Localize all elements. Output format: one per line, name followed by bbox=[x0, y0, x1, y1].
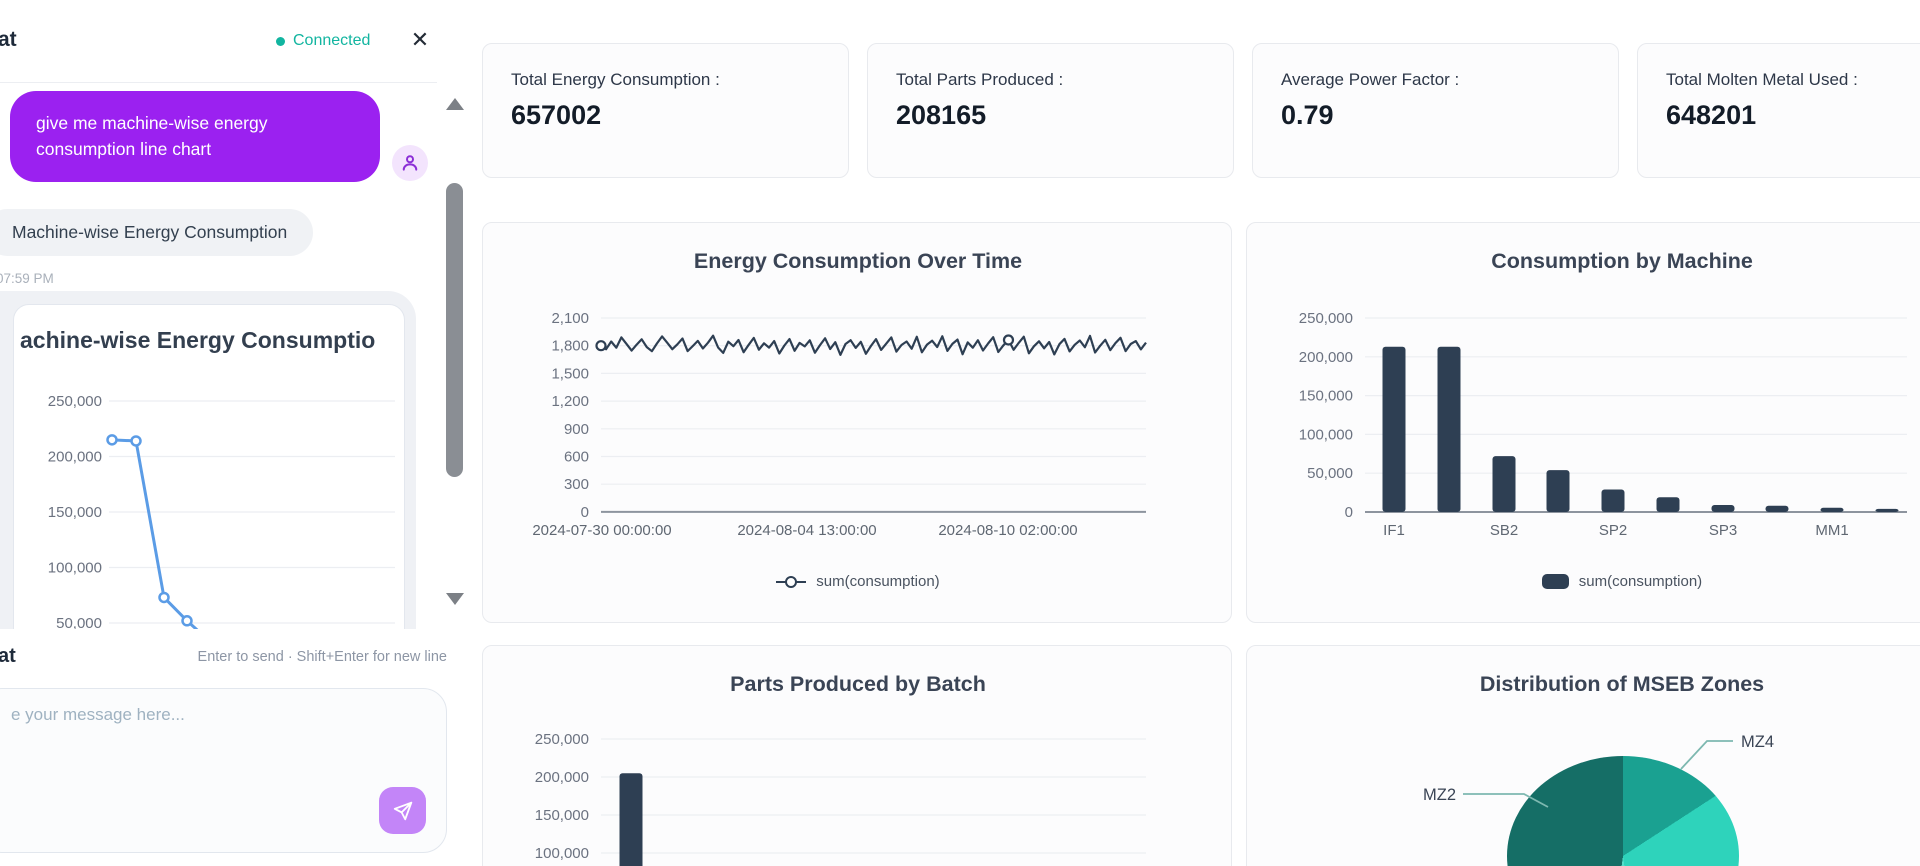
svg-text:0: 0 bbox=[1345, 504, 1353, 521]
user-message-bubble: give me machine-wise energy consumption … bbox=[10, 91, 380, 182]
kpi-card-power-factor: Average Power Factor : 0.79 bbox=[1252, 43, 1619, 178]
chart-card-mseb-zones: Distribution of MSEB Zones MZ4 MZ2 bbox=[1246, 645, 1920, 866]
legend-label: sum(consumption) bbox=[816, 573, 940, 590]
kpi-label: Total Molten Metal Used : bbox=[1666, 70, 1858, 89]
line-series-icon bbox=[776, 574, 807, 590]
chart-card-consumption-by-machine: Consumption by Machine 250,000 200,000 150… bbox=[1246, 222, 1920, 623]
kpi-label: Total Parts Produced : bbox=[896, 70, 1064, 89]
svg-text:SP2: SP2 bbox=[1599, 522, 1627, 539]
svg-text:2,100: 2,100 bbox=[551, 310, 589, 327]
chat-message-list: give me machine-wise energy consumption … bbox=[0, 82, 437, 629]
kpi-value: 208165 bbox=[896, 100, 987, 130]
chat-chart-card: achine-wise Energy Consumptio 250,000 200… bbox=[13, 304, 405, 629]
svg-text:600: 600 bbox=[564, 449, 589, 466]
chart-card-parts-by-batch: Parts Produced by Batch 250,000 200,000 15… bbox=[482, 645, 1232, 866]
chart-title: Energy Consumption Over Time bbox=[693, 249, 1023, 273]
chart-title: Consumption by Machine bbox=[1491, 249, 1753, 273]
paper-plane-icon bbox=[393, 801, 412, 820]
svg-text:300: 300 bbox=[564, 476, 589, 493]
svg-text:150,000: 150,000 bbox=[1299, 388, 1353, 405]
kpi-label: Average Power Factor : bbox=[1281, 70, 1460, 89]
kpi-label: Total Energy Consumption : bbox=[511, 70, 720, 89]
chat-line-chart: 250,000 200,000 150,000 100,000 50,000 bbox=[48, 393, 395, 629]
svg-text:150,000: 150,000 bbox=[535, 807, 589, 824]
svg-text:1,500: 1,500 bbox=[551, 365, 589, 382]
kpi-card-total-energy: Total Energy Consumption : 657002 bbox=[482, 43, 849, 178]
svg-text:MZ4: MZ4 bbox=[1741, 733, 1774, 751]
svg-text:100,000: 100,000 bbox=[535, 845, 589, 862]
kpi-value: 648201 bbox=[1666, 100, 1757, 130]
svg-text:900: 900 bbox=[564, 421, 589, 438]
scroll-down-icon[interactable] bbox=[446, 593, 464, 605]
chat-panel-title: at bbox=[0, 28, 17, 51]
connection-status: Connected bbox=[276, 32, 370, 50]
scroll-up-icon[interactable] bbox=[446, 98, 464, 110]
svg-text:50,000: 50,000 bbox=[56, 615, 102, 629]
chart-title: Distribution of MSEB Zones bbox=[1479, 672, 1765, 696]
kpi-value: 657002 bbox=[511, 100, 602, 130]
send-hint-text: Enter to send · Shift+Enter for new line bbox=[197, 649, 447, 665]
chat-scrollbar-thumb[interactable] bbox=[446, 183, 463, 477]
svg-text:SP3: SP3 bbox=[1709, 522, 1737, 539]
svg-text:200,000: 200,000 bbox=[535, 769, 589, 786]
bar-series-icon bbox=[1541, 574, 1569, 589]
message-timestamp: 07:59 PM bbox=[0, 271, 54, 286]
svg-text:1,800: 1,800 bbox=[551, 338, 589, 355]
person-icon bbox=[402, 155, 418, 171]
kpi-card-molten-metal: Total Molten Metal Used : 648201 bbox=[1637, 43, 1920, 178]
kpi-card-total-parts: Total Parts Produced : 208165 bbox=[867, 43, 1234, 178]
parts-by-batch-bar-chart: 250,000 200,000 150,000 100,000 bbox=[535, 731, 1146, 866]
svg-text:50,000: 50,000 bbox=[1307, 465, 1353, 482]
mseb-zones-pie bbox=[1507, 756, 1739, 866]
connected-dot-icon bbox=[276, 36, 285, 46]
svg-text:250,000: 250,000 bbox=[535, 731, 589, 748]
svg-text:100,000: 100,000 bbox=[48, 560, 102, 577]
message-input-container bbox=[0, 688, 447, 853]
chart-card-energy-over-time: Energy Consumption Over Time 2,100 1,800 1… bbox=[482, 222, 1232, 623]
svg-text:MM1: MM1 bbox=[1815, 522, 1848, 539]
message-input[interactable] bbox=[9, 703, 353, 827]
svg-text:2024-07-30 00:00:00: 2024-07-30 00:00:00 bbox=[532, 522, 671, 539]
svg-text:250,000: 250,000 bbox=[1299, 310, 1353, 327]
close-icon: ✕ bbox=[410, 27, 430, 52]
chat-panel: at Connected ✕ give me machine-wise ener… bbox=[0, 0, 466, 866]
svg-text:2024-08-04 13:00:00: 2024-08-04 13:00:00 bbox=[737, 522, 876, 539]
svg-text:IF1: IF1 bbox=[1383, 522, 1405, 539]
send-button[interactable] bbox=[379, 787, 426, 834]
consumption-by-machine-bar-chart: 250,000 200,000 150,000 100,000 50,000 0 IF1 SB… bbox=[1299, 310, 1907, 539]
svg-text:SB2: SB2 bbox=[1490, 522, 1518, 539]
user-avatar bbox=[392, 145, 428, 181]
svg-text:250,000: 250,000 bbox=[48, 393, 102, 410]
assistant-chart-message: achine-wise Energy Consumptio 250,000 200… bbox=[0, 291, 416, 629]
svg-text:200,000: 200,000 bbox=[1299, 349, 1353, 366]
legend-sum-consumption[interactable]: sum(consumption) bbox=[1247, 573, 1920, 590]
chat-chart-title: achine-wise Energy Consumptio bbox=[20, 327, 376, 353]
energy-over-time-line-chart: 2,100 1,800 1,500 1,200 900 600 300 02024-07-30… bbox=[532, 310, 1147, 539]
svg-text:150,000: 150,000 bbox=[48, 504, 102, 521]
svg-text:MZ2: MZ2 bbox=[1423, 786, 1456, 804]
svg-text:100,000: 100,000 bbox=[1299, 426, 1353, 443]
svg-text:200,000: 200,000 bbox=[48, 449, 102, 466]
connection-status-label: Connected bbox=[293, 32, 371, 49]
svg-text:2024-08-10 02:00:00: 2024-08-10 02:00:00 bbox=[938, 522, 1077, 539]
svg-text:0: 0 bbox=[581, 504, 589, 521]
chart-title: Parts Produced by Batch bbox=[730, 672, 986, 696]
legend-sum-consumption[interactable]: sum(consumption) bbox=[483, 573, 1231, 590]
svg-text:1,200: 1,200 bbox=[551, 393, 589, 410]
legend-label: sum(consumption) bbox=[1578, 573, 1703, 590]
kpi-value: 0.79 bbox=[1281, 100, 1334, 130]
chat-footer-title: at bbox=[0, 645, 16, 667]
assistant-message-bubble: Machine-wise Energy Consumption bbox=[0, 209, 314, 256]
close-chat-button[interactable]: ✕ bbox=[404, 24, 436, 56]
